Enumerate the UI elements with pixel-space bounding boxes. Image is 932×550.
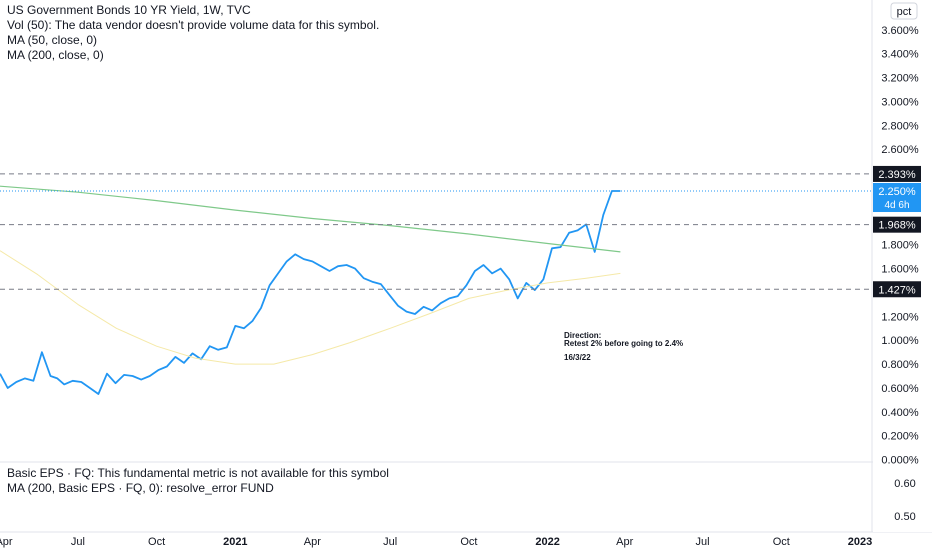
price-tick-label: 2.600%: [881, 144, 919, 156]
unit-button[interactable]: pct: [890, 2, 918, 20]
ma200-line[interactable]: [0, 185, 621, 253]
time-tick-label: Apr: [304, 536, 321, 548]
level-price-label: 2.393%: [878, 169, 916, 181]
level-price-label: 1.968%: [878, 220, 916, 232]
legend: US Government Bonds 10 YR Yield, 1W, TVC…: [7, 3, 379, 62]
price-tick-label: 0.200%: [881, 431, 919, 443]
countdown-label: 4d 6h: [884, 200, 909, 211]
price-line[interactable]: [0, 190, 621, 395]
price-tick-label: 1.800%: [881, 240, 919, 252]
time-tick-label: Apr: [0, 536, 13, 548]
price-tick-label: 2.800%: [881, 120, 919, 132]
unit-button-label: pct: [897, 6, 912, 18]
lower-tick-label: 0.50: [894, 511, 915, 523]
time-tick-label: Apr: [616, 536, 633, 548]
time-tick-label: Oct: [773, 536, 790, 548]
level-price-label: 1.427%: [878, 284, 916, 296]
price-tick-label: 3.600%: [881, 25, 919, 37]
price-axis-bg: [873, 0, 932, 532]
time-tick-label: 2023: [848, 536, 872, 548]
annotation-text: Retest 2% before going to 2.4%: [564, 339, 683, 348]
annotation-date: 16/3/22: [564, 353, 591, 362]
price-tick-label: 1.000%: [881, 335, 919, 347]
price-tick-label: 3.200%: [881, 73, 919, 85]
ma50-line[interactable]: [0, 250, 621, 365]
time-tick-label: Jul: [383, 536, 397, 548]
price-axis[interactable]: 3.600%3.400%3.200%3.000%2.800%2.600%2.40…: [873, 0, 932, 532]
annotation-note[interactable]: Direction: Retest 2% before going to 2.4…: [564, 331, 683, 362]
level-price-label-bg: [873, 216, 921, 233]
price-tick-label: 0.000%: [881, 455, 919, 467]
level-price-label-bg: [873, 165, 921, 182]
symbol-title[interactable]: US Government Bonds 10 YR Yield, 1W, TVC: [7, 3, 251, 17]
price-tick-label: 1.200%: [881, 311, 919, 323]
lower-tick-label: 0.60: [894, 478, 915, 490]
price-tick-label: 0.600%: [881, 383, 919, 395]
legend-volume[interactable]: Vol (50): The data vendor doesn't provid…: [7, 18, 379, 32]
series-layer: [0, 185, 621, 395]
unit-button-bg: [890, 2, 918, 20]
legend-ma200[interactable]: MA (200, close, 0): [7, 48, 104, 62]
time-tick-label: 2021: [223, 536, 247, 548]
levels-layer: [0, 173, 872, 290]
lower-pane-legend: Basic EPS · FQ: This fundamental metric …: [7, 466, 916, 523]
price-axis-labels: 2.393% 1.968% 1.427% 2.250% 4d 6h: [873, 165, 921, 298]
time-tick-label: 2022: [535, 536, 559, 548]
price-tick-label: 0.400%: [881, 407, 919, 419]
annotation-direction: Direction:: [564, 331, 601, 340]
time-axis[interactable]: Apr Jul Oct 2021 Apr Jul Oct 2022 Apr Jul Oct 2023: [0, 536, 872, 548]
time-tick-label: Jul: [71, 536, 85, 548]
price-tick-label: 3.400%: [881, 49, 919, 61]
level-price-label-bg: [873, 281, 921, 298]
price-tick-label: 3.000%: [881, 96, 919, 108]
legend-ma50[interactable]: MA (50, close, 0): [7, 33, 97, 47]
price-tick-label: 0.800%: [881, 359, 919, 371]
time-tick-label: Oct: [460, 536, 477, 548]
eps-legend[interactable]: Basic EPS · FQ: This fundamental metric …: [7, 466, 389, 480]
current-price-label: 2.250%: [878, 186, 916, 198]
time-tick-label: Jul: [696, 536, 710, 548]
current-price-label-bg: [873, 183, 921, 213]
time-tick-label: Oct: [148, 536, 165, 548]
eps-ma-legend[interactable]: MA (200, Basic EPS · FQ, 0): resolve_err…: [7, 481, 274, 495]
price-tick-label: 1.600%: [881, 264, 919, 276]
